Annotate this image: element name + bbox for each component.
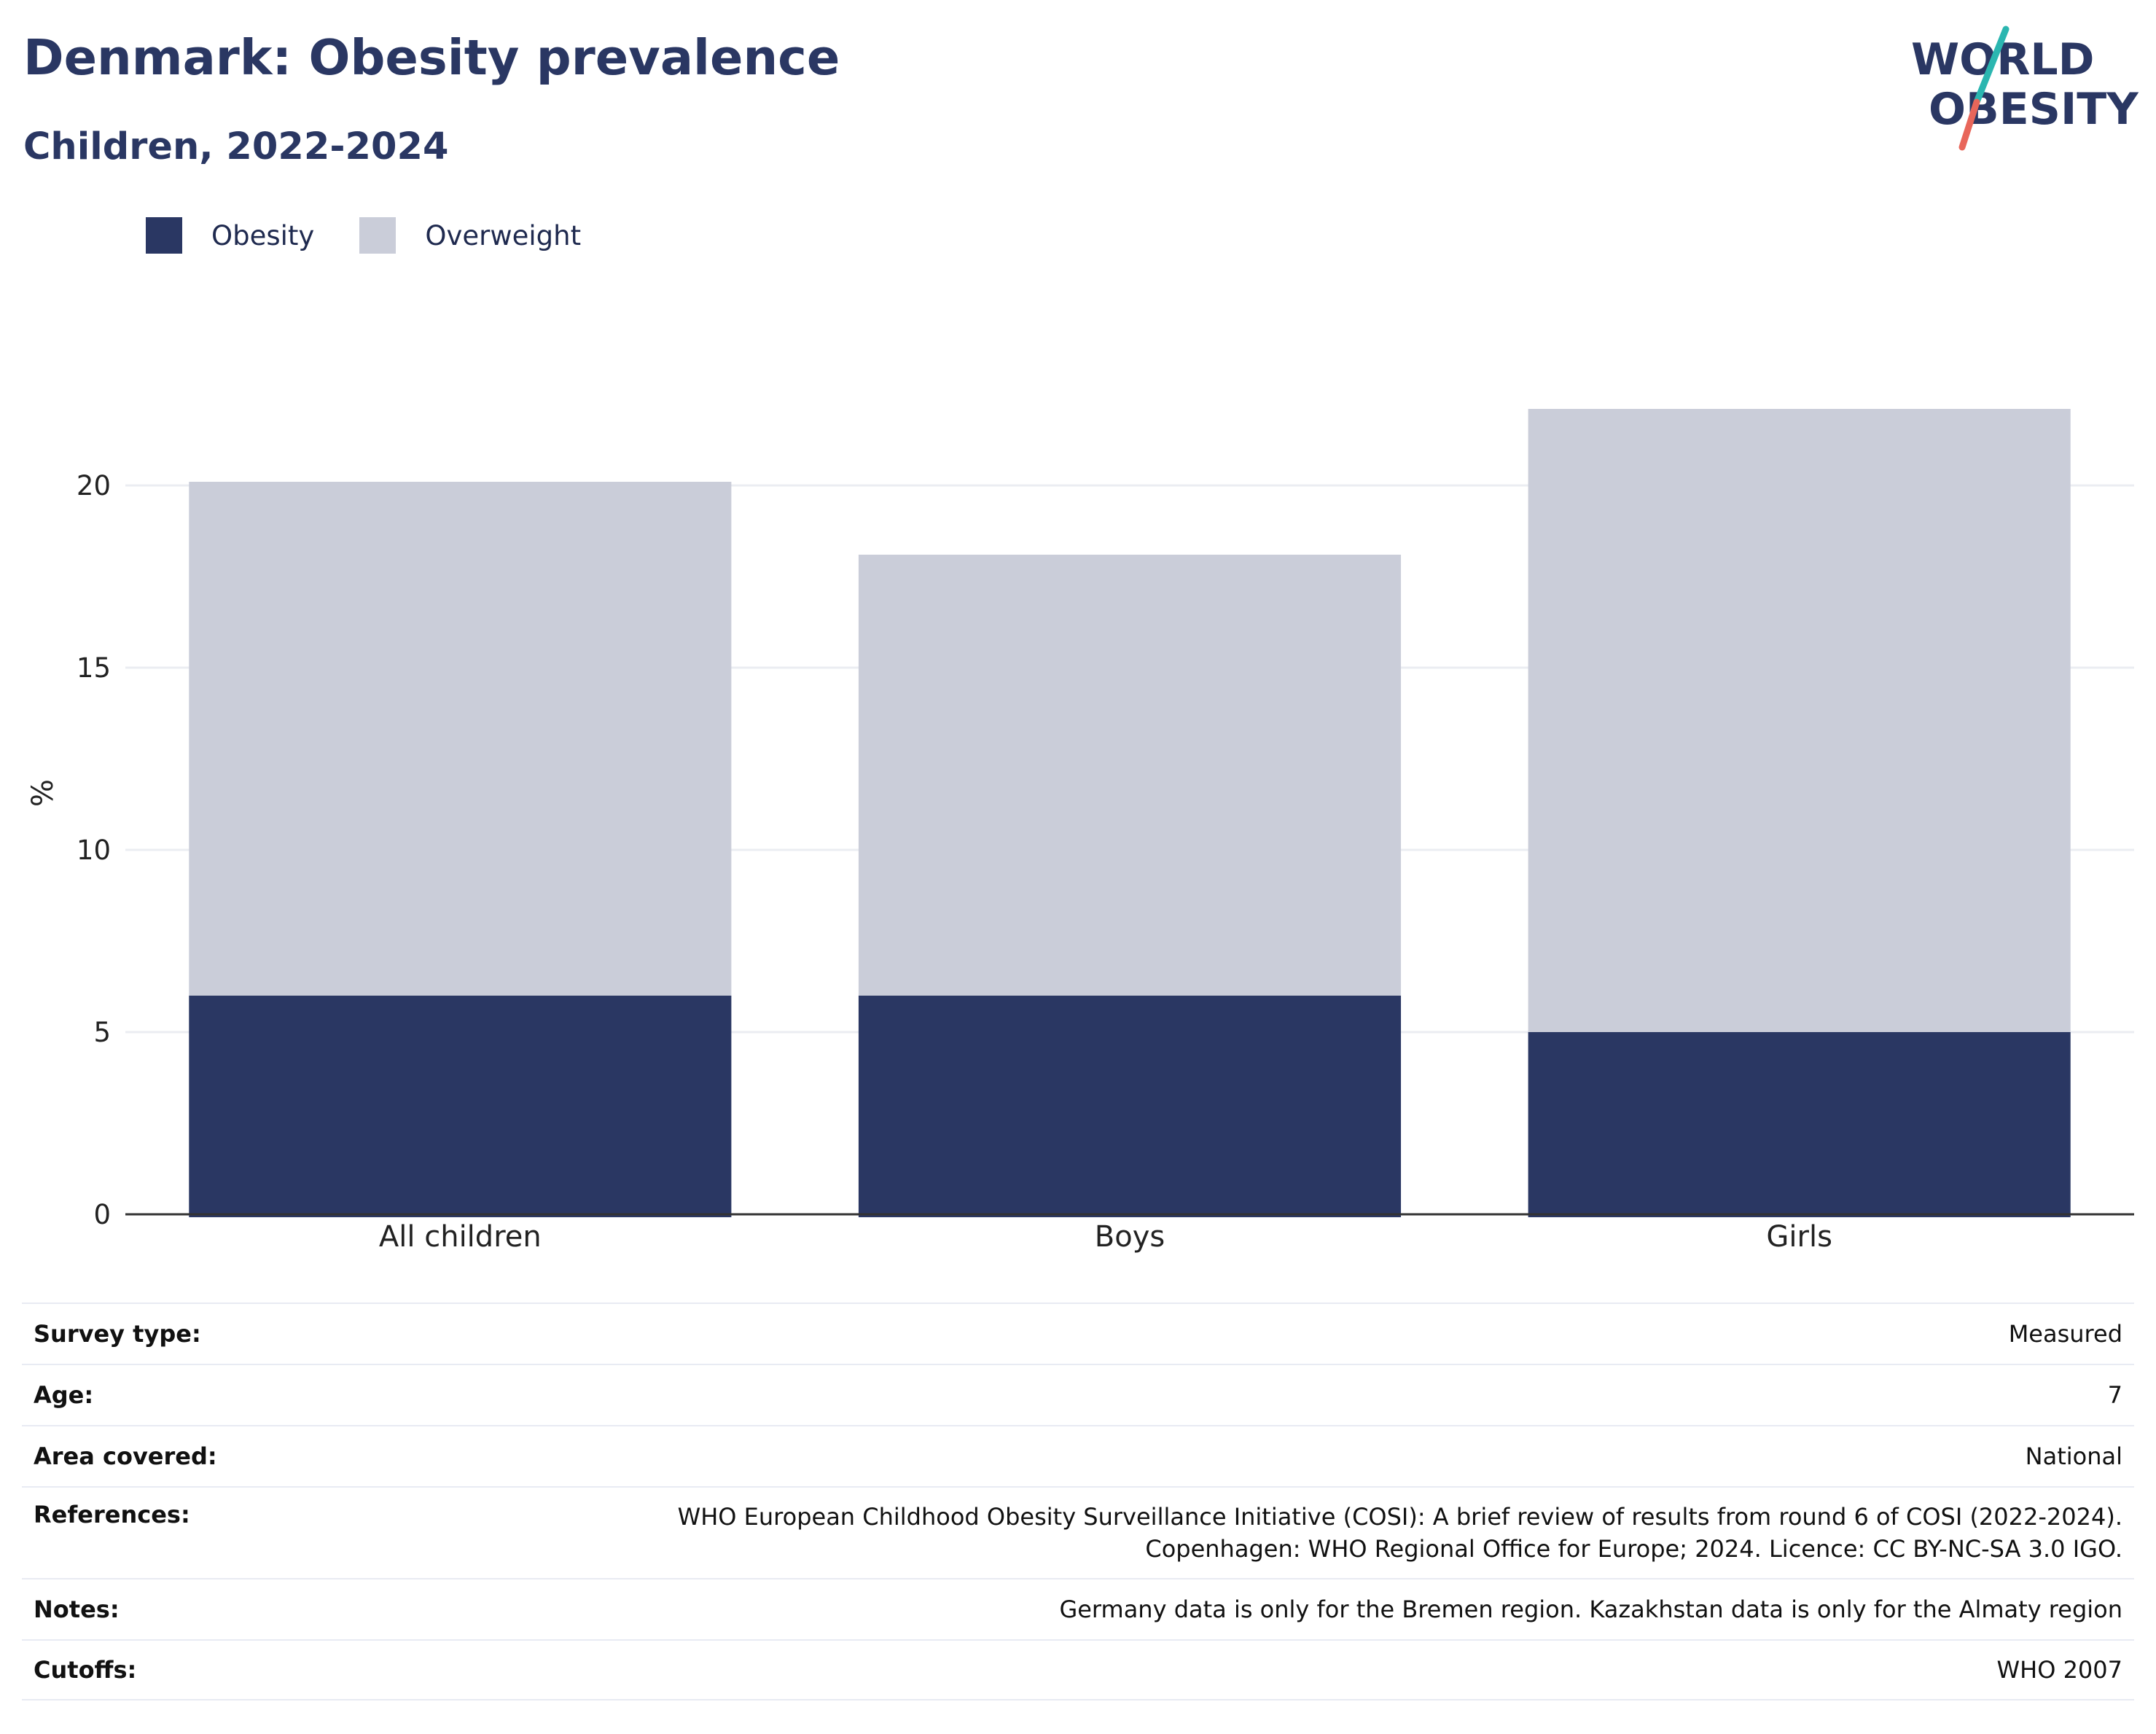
logo-slash-bottom (1958, 98, 1980, 151)
legend-label-overweight: Overweight (425, 219, 582, 251)
info-label: Area covered: (34, 1442, 217, 1470)
logo-text-obesity: OBESITY (1929, 84, 2139, 135)
info-label: Survey type: (34, 1320, 201, 1348)
info-value: 7 (2107, 1381, 2122, 1409)
info-value: Measured (2008, 1320, 2122, 1348)
info-value: WHO 2007 (1996, 1656, 2123, 1684)
info-value: Germany data is only for the Bremen regi… (1059, 1596, 2122, 1623)
y-tick-label: 10 (77, 835, 111, 866)
info-value: National (2025, 1442, 2122, 1470)
info-value: WHO European Childhood Obesity Surveilla… (677, 1503, 2122, 1563)
bar-obesity-all-children (189, 996, 732, 1217)
bar-obesity-girls (1528, 1032, 2071, 1217)
y-tick-label: 0 (93, 1199, 111, 1230)
info-label: Age: (34, 1381, 94, 1409)
bar-obesity-boys (858, 996, 1402, 1217)
bar-chart: 0 5 10 15 20% All children Boys Girls (26, 409, 2134, 1254)
info-row-area-covered: Area covered: National (22, 1425, 2134, 1486)
chart-legend: Obesity Overweight (146, 217, 626, 254)
info-row-age: Age: 7 (22, 1364, 2134, 1425)
bar-overweight-all-children (189, 482, 732, 996)
info-row-cutoffs: Cutoffs: WHO 2007 (22, 1639, 2134, 1700)
world-obesity-logo: WORLD OBESITY (1911, 26, 2139, 151)
info-row-notes: Notes: Germany data is only for the Breme… (22, 1578, 2134, 1639)
legend-swatch-overweight (359, 217, 397, 254)
bar-overweight-boys (858, 555, 1402, 996)
bar-overweight-girls (1528, 409, 2071, 1032)
x-tick-label: Girls (1766, 1220, 1832, 1254)
info-label: Notes: (34, 1596, 120, 1623)
x-tick-label: All children (379, 1220, 542, 1254)
y-tick-label: 15 (77, 652, 111, 684)
logo-slash-top (1973, 26, 2009, 106)
info-table: Survey type: Measured Age: 7 Area covered: Na… (22, 1303, 2134, 1700)
info-label: Cutoffs: (34, 1656, 137, 1684)
legend-item-obesity: Obesity (146, 217, 314, 254)
info-row-survey-type: Survey type: Measured (22, 1303, 2134, 1364)
legend-item-overweight: Overweight (359, 217, 581, 254)
y-tick-label: 20 (77, 470, 111, 501)
chart-subtitle: Children, 2022-2024 (23, 125, 449, 168)
chart-title: Denmark: Obesity prevalence (23, 29, 840, 86)
info-row-references: References: WHO European Childhood Obesit… (22, 1486, 2134, 1578)
legend-label-obesity: Obesity (211, 219, 315, 251)
y-tick-label: 5 (93, 1017, 111, 1048)
legend-swatch-obesity (146, 217, 182, 254)
y-axis-label: % (26, 779, 60, 807)
x-tick-label: Boys (1095, 1220, 1165, 1254)
info-label: References: (34, 1501, 190, 1528)
